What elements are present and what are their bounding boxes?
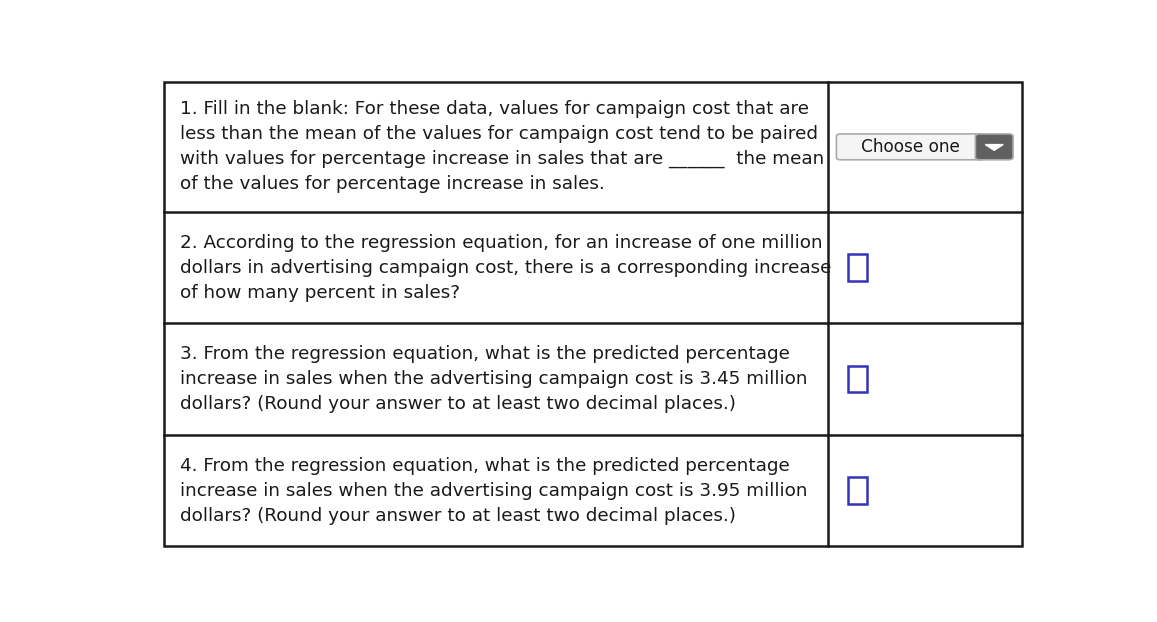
FancyBboxPatch shape [975, 134, 1014, 160]
FancyBboxPatch shape [848, 366, 868, 392]
Text: 3. From the regression equation, what is the predicted percentage
increase in sa: 3. From the regression equation, what is… [180, 345, 808, 413]
FancyBboxPatch shape [848, 478, 868, 504]
FancyBboxPatch shape [848, 254, 868, 281]
Text: 4. From the regression equation, what is the predicted percentage
increase in sa: 4. From the regression equation, what is… [180, 457, 808, 524]
FancyBboxPatch shape [837, 134, 985, 160]
Text: Choose one: Choose one [861, 138, 960, 156]
Text: 1. Fill in the blank: For these data, values for campaign cost that are
less tha: 1. Fill in the blank: For these data, va… [180, 100, 825, 193]
Polygon shape [986, 144, 1003, 151]
Text: 2. According to the regression equation, for an increase of one million
dollars : 2. According to the regression equation,… [180, 234, 832, 302]
